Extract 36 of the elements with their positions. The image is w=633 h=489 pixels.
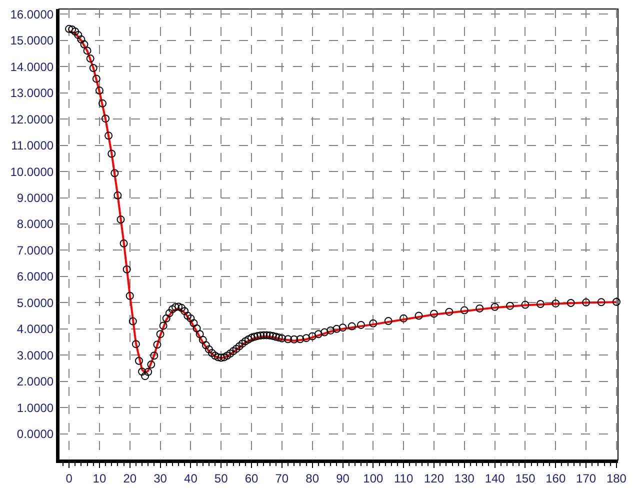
- x-tick-label: 60: [244, 471, 259, 486]
- y-tick-label: 0.0000: [16, 426, 54, 441]
- x-tick-label: 30: [154, 471, 168, 486]
- x-tick-label: 40: [184, 471, 198, 486]
- x-tick-label: 0: [66, 471, 73, 486]
- y-tick-label: 4.0000: [16, 322, 54, 336]
- y-tick-label: 12.0000: [10, 112, 54, 126]
- y-tick-label: 2.0000: [16, 374, 54, 389]
- x-tick-label: 100: [363, 471, 384, 486]
- x-tick-label: 120: [424, 471, 444, 486]
- y-tick-label: 8.0000: [16, 217, 54, 232]
- x-tick-label: 10: [92, 471, 106, 486]
- x-tick-label: 110: [394, 471, 414, 486]
- x-tick-label: 140: [484, 471, 506, 486]
- y-tick-label: 6.0000: [16, 270, 54, 284]
- x-tick-label: 50: [214, 471, 228, 486]
- x-tick-label: 130: [454, 471, 475, 486]
- x-tick-label: 170: [576, 471, 596, 486]
- y-tick-label: 1.0000: [16, 400, 54, 415]
- y-tick-label: 16.0000: [10, 7, 54, 22]
- x-tick-label: 90: [336, 471, 350, 486]
- y-tick-label: 15.0000: [10, 34, 54, 48]
- y-tick-label: 9.0000: [16, 190, 54, 205]
- y-tick-label: 10.0000: [10, 164, 54, 179]
- x-tick-label: 150: [515, 471, 536, 486]
- x-tick-label: 70: [275, 471, 289, 486]
- x-tick-label: 160: [546, 471, 566, 486]
- y-tick-label: 3.0000: [16, 348, 54, 362]
- y-tick-label: 5.0000: [16, 296, 54, 310]
- y-tick-label: 14.0000: [10, 60, 54, 74]
- x-tick-label: 80: [306, 471, 320, 486]
- y-tick-label: 11.0000: [11, 138, 54, 153]
- y-tick-label: 7.0000: [16, 243, 54, 258]
- y-tick-label: 13.0000: [10, 86, 54, 100]
- x-tick-label: 180: [606, 471, 627, 486]
- x-tick-label: 20: [123, 471, 137, 486]
